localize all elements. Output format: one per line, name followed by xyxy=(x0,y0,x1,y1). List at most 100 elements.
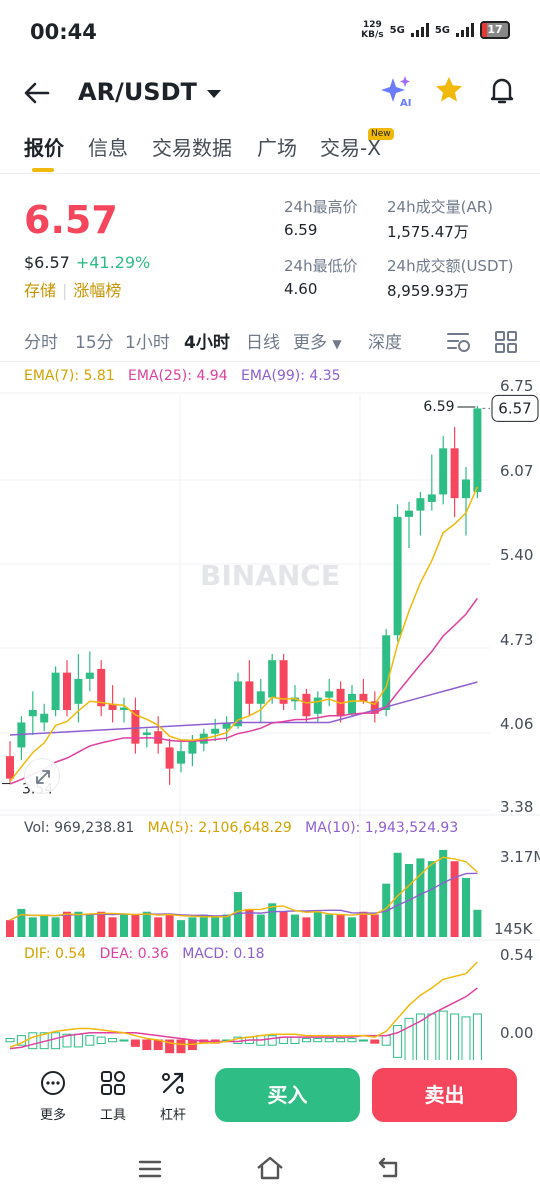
candle-body xyxy=(325,691,334,698)
ema7-line xyxy=(9,486,479,783)
volume-bar xyxy=(462,878,470,937)
tab-trade-data[interactable]: 交易数据 xyxy=(152,136,232,160)
volume-bar xyxy=(63,911,71,937)
buy-button[interactable]: 买入 xyxy=(215,1068,360,1122)
macd-histogram-bar xyxy=(130,1039,140,1047)
ai-sparkle-icon[interactable]: AI xyxy=(380,74,414,108)
candle-body xyxy=(211,728,220,734)
tf-line[interactable]: 分时 xyxy=(24,333,58,353)
system-nav-bar xyxy=(0,1140,540,1200)
macd-histogram-bar xyxy=(438,1010,448,1060)
volume-bar xyxy=(382,883,391,937)
pair-title: AR/USDT xyxy=(78,78,197,106)
candle-body xyxy=(40,713,49,723)
signal-icon xyxy=(456,23,474,37)
ema7-label: EMA(7): 5.81 xyxy=(24,368,115,384)
volume-bar xyxy=(40,914,49,937)
volume-bars xyxy=(6,849,482,937)
expand-icon[interactable] xyxy=(24,758,60,794)
tools-grid-icon xyxy=(101,1071,125,1095)
candle-body xyxy=(416,498,425,511)
price-tick-label: 5.40 xyxy=(500,546,533,564)
active-tab-indicator xyxy=(32,168,54,172)
ema25-label: EMA(25): 4.94 xyxy=(128,368,228,384)
main-tabs: 报价 信息 交易数据 广场 交易-X xyxy=(0,128,540,174)
macd-label: MACD: 0.18 xyxy=(182,946,265,962)
layout-grid-icon[interactable] xyxy=(494,330,518,354)
macd-histogram-bar xyxy=(28,1032,38,1050)
candle-body xyxy=(291,697,299,702)
volume-legend: Vol: 969,238.81 MA(5): 2,106,648.29 MA(1… xyxy=(24,820,458,836)
macd-histogram-bar xyxy=(301,1038,311,1043)
divider xyxy=(0,361,540,362)
volume-bar xyxy=(165,914,174,937)
macd-histogram-bar xyxy=(267,1035,277,1046)
macd-panel xyxy=(5,961,482,1060)
high-marker-label: 6.59 xyxy=(423,399,454,415)
current-price-label: 6.57 xyxy=(498,399,531,417)
dif-line xyxy=(9,961,478,1048)
more-button[interactable]: 更多 xyxy=(31,1070,75,1123)
price-tick-label: 4.73 xyxy=(500,631,533,649)
candle-body xyxy=(473,408,482,492)
volume-bar xyxy=(142,911,151,937)
volume-bar xyxy=(416,858,425,937)
bottom-action-bar: 更多 工具 杠杆 买入 卖出 xyxy=(0,1060,540,1130)
candle-body xyxy=(28,710,37,717)
leverage-button[interactable]: 杠杆 xyxy=(151,1070,195,1123)
tag-gainers[interactable]: 涨幅榜 xyxy=(73,281,122,300)
tab-quote[interactable]: 报价 xyxy=(24,136,64,160)
tf-1d[interactable]: 日线 xyxy=(246,333,280,353)
candle-body xyxy=(165,747,174,769)
volume-bar xyxy=(245,908,254,937)
volume-bar xyxy=(348,917,356,937)
ma5-label: MA(5): 2,106,648.29 xyxy=(147,820,292,836)
candle-body xyxy=(302,693,311,717)
chart-grid xyxy=(0,392,540,1045)
macd-histogram-bar xyxy=(176,1039,186,1054)
kline-chart[interactable]: BINANCE 6.75 6.07 5.40 4.73 4.06 3.38 3.17M 145… xyxy=(0,0,540,1060)
candle-body xyxy=(313,697,322,714)
menu-icon[interactable] xyxy=(137,1158,163,1180)
volume-bar xyxy=(234,892,242,937)
indicator-settings-icon[interactable] xyxy=(446,330,472,354)
tf-1h[interactable]: 1小时 xyxy=(125,333,170,353)
volume-bar xyxy=(222,914,231,937)
sell-button[interactable]: 卖出 xyxy=(372,1068,517,1122)
tab-trade-x[interactable]: 交易-X xyxy=(320,136,381,160)
volume-bar xyxy=(359,911,368,937)
back-arrow-icon[interactable] xyxy=(22,78,52,108)
low-label: 24h最低价 xyxy=(284,257,358,275)
volume-bar xyxy=(450,861,459,937)
macd-histogram-bar xyxy=(381,1035,391,1046)
candle-body xyxy=(336,688,345,717)
candle-body xyxy=(222,722,231,729)
pair-selector[interactable]: AR/USDT xyxy=(78,78,221,106)
tf-4h[interactable]: 4小时 xyxy=(184,333,230,353)
tab-info[interactable]: 信息 xyxy=(88,136,128,160)
macd-histogram-bar xyxy=(51,1032,61,1050)
tab-square[interactable]: 广场 xyxy=(257,136,297,160)
tf-depth[interactable]: 深度 xyxy=(368,333,402,353)
tf-more[interactable]: 更多 ▼ xyxy=(293,333,342,353)
favorite-star-icon[interactable] xyxy=(433,74,465,106)
candle-body xyxy=(234,681,242,727)
battery-icon: 17 xyxy=(480,21,510,39)
home-icon[interactable] xyxy=(255,1154,285,1182)
volume-bar xyxy=(325,914,334,937)
volume-bar xyxy=(439,849,448,937)
vol-label: Vol: 969,238.81 xyxy=(24,820,135,836)
bell-icon[interactable] xyxy=(486,74,518,106)
tools-button[interactable]: 工具 xyxy=(91,1070,135,1123)
candle-body xyxy=(51,672,60,711)
volume-bar xyxy=(336,914,345,937)
candle-body xyxy=(108,703,117,711)
macd-tick-label: 0.00 xyxy=(500,1024,533,1042)
return-icon[interactable] xyxy=(376,1155,404,1181)
volume-bar xyxy=(313,911,322,937)
current-price-box xyxy=(491,394,539,422)
tag-storage[interactable]: 存储 xyxy=(24,281,57,300)
tf-15m[interactable]: 15分 xyxy=(75,333,114,353)
clock: 00:44 xyxy=(30,20,97,44)
caret-down-icon xyxy=(206,89,221,98)
